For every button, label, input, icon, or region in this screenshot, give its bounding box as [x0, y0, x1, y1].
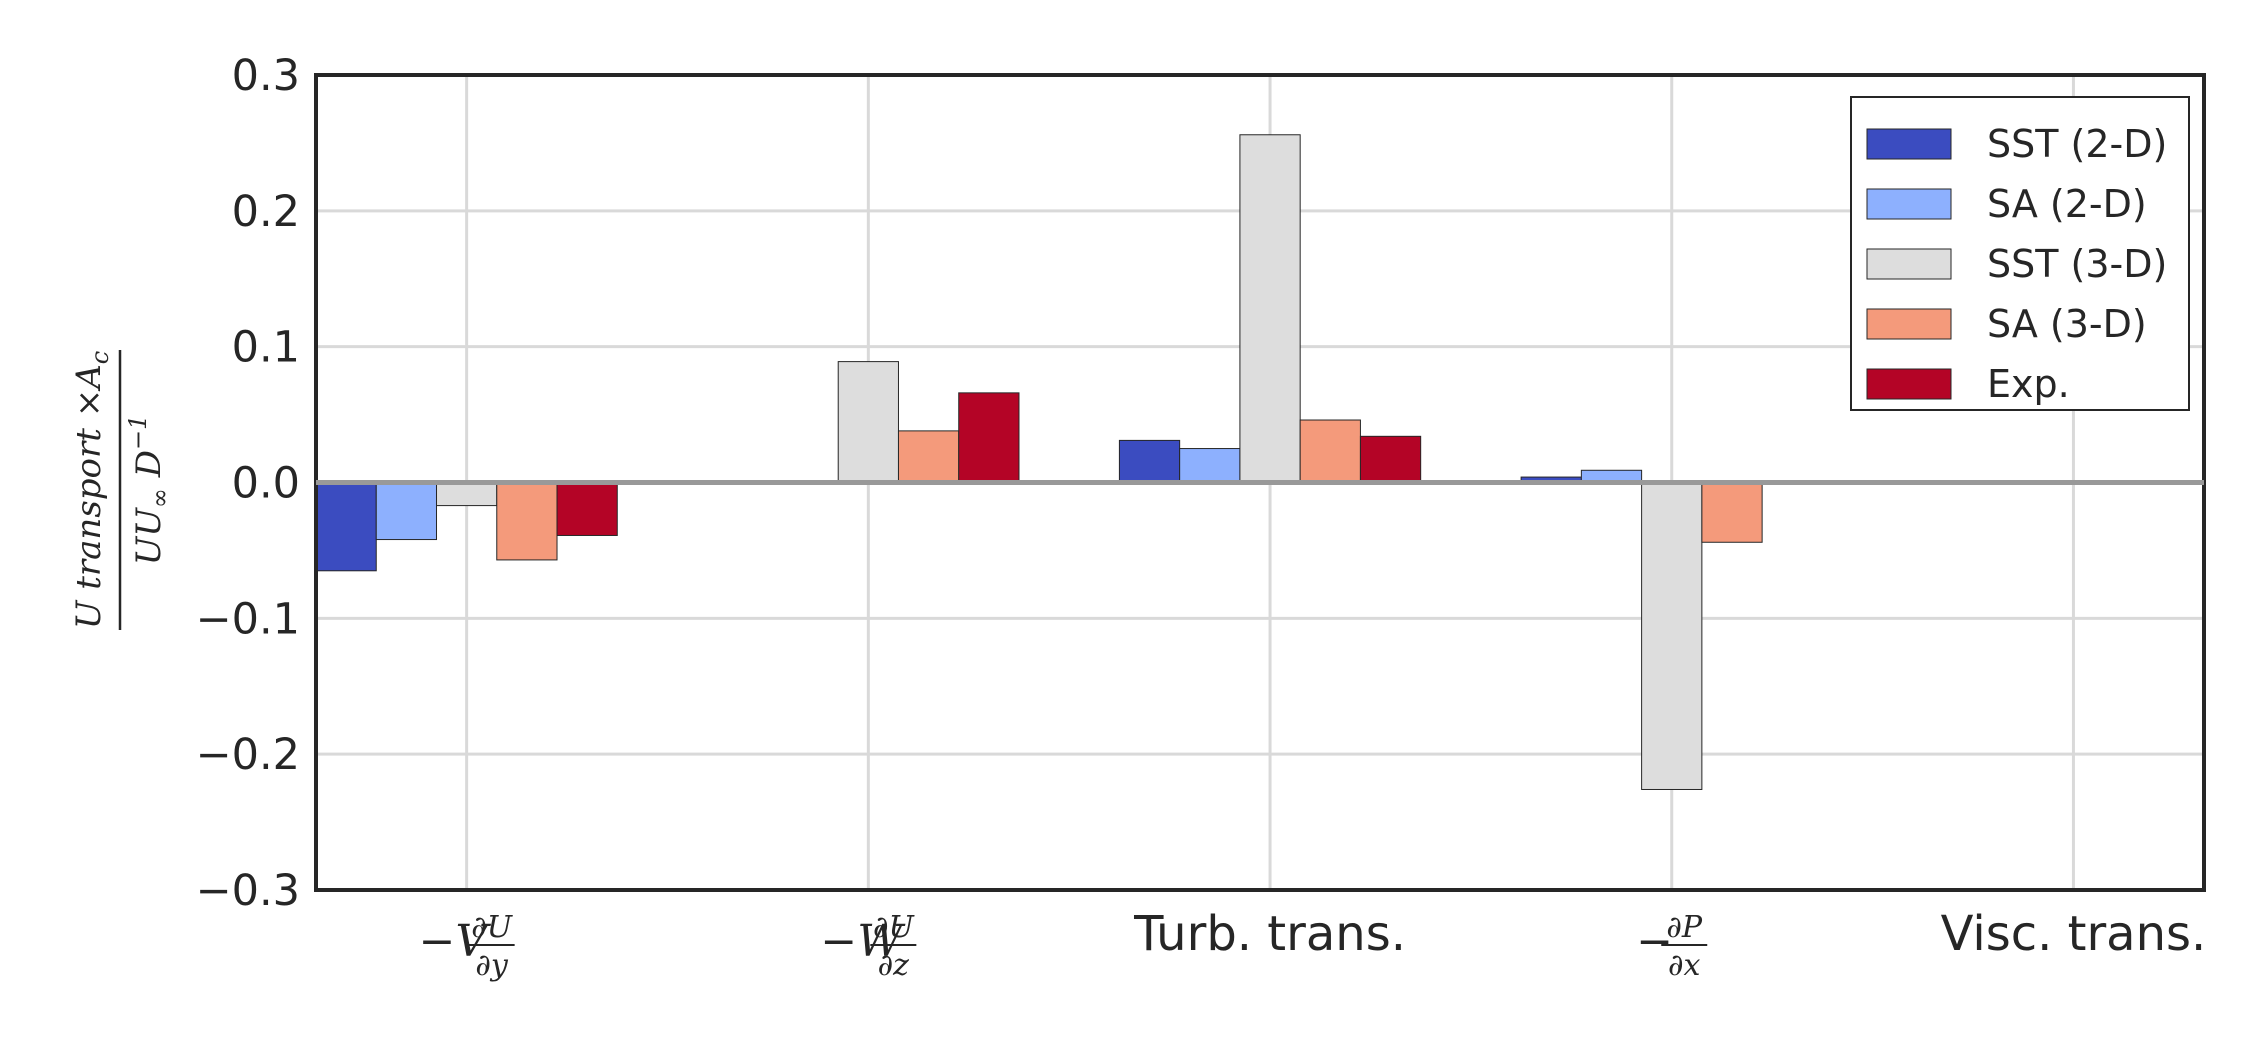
x-tick-label: Turb. trans. — [1133, 906, 1406, 962]
y-label-denominator-subscript: ∞ — [146, 488, 174, 508]
bar-exp-1 — [958, 392, 1020, 484]
legend-swatch — [1866, 128, 1952, 160]
y-label-denominator-superscript: −1 — [124, 415, 152, 450]
y-tick-label: 0.2 — [232, 187, 300, 237]
legend-label: SA (2-D) — [1987, 182, 2147, 226]
x-tick-label-denominator: ∂z — [878, 948, 910, 983]
bar-sa-2-d-0 — [375, 482, 438, 541]
y-label-denominator-tail: D — [129, 450, 169, 488]
bar-exp-2 — [1359, 435, 1422, 484]
bar-sst-3-d-2 — [1239, 134, 1301, 483]
x-tick-label-numerator: ∂U — [873, 910, 916, 945]
bar-sa-2-d-2 — [1179, 448, 1241, 483]
legend-swatch — [1866, 188, 1952, 220]
legend-label: SA (3-D) — [1987, 302, 2147, 346]
y-tick-label: −0.3 — [196, 866, 300, 916]
y-tick-label: −0.1 — [196, 594, 300, 644]
bar-sa-3-d-3 — [1701, 482, 1763, 543]
x-tick-label: −W∂U∂z — [820, 910, 917, 983]
legend-label: SST (2-D) — [1987, 122, 2167, 166]
y-tick-label: 0.1 — [232, 323, 300, 373]
bar-sst-3-d-3 — [1641, 482, 1703, 790]
x-tick-label-numerator: ∂U — [471, 910, 514, 945]
y-label-numerator-subscript: c — [86, 351, 114, 364]
legend-swatch — [1866, 248, 1952, 280]
x-tick-label-denominator: ∂x — [1668, 948, 1701, 983]
y-tick-labels: 0.3 0.2 0.1 0.0 −0.1 −0.2 −0.3 — [196, 51, 300, 916]
legend-label: SST (3-D) — [1987, 242, 2167, 286]
legend-swatch — [1866, 308, 1952, 340]
y-tick-label: 0.3 — [232, 51, 300, 101]
bar-sst-2-d-2 — [1118, 439, 1181, 483]
y-tick-label: 0.0 — [232, 459, 300, 509]
bar-sst-3-d-0 — [436, 482, 498, 507]
bar-exp-0 — [556, 482, 618, 536]
bar-sa-3-d-0 — [496, 482, 558, 561]
bars — [315, 134, 1763, 790]
y-label-denominator: UU∞ D−1 — [124, 415, 174, 566]
bar-sst-2-d-0 — [315, 482, 377, 572]
y-label-numerator: U transport ×Ac — [69, 351, 114, 629]
x-tick-label: −∂P∂x — [1636, 910, 1708, 983]
bar-sst-3-d-1 — [837, 361, 899, 484]
x-tick-label: −V∂U∂y — [419, 910, 515, 983]
x-tick-label: Visc. trans. — [1941, 906, 2207, 962]
x-tick-label-numerator: ∂P — [1666, 910, 1703, 945]
legend: SST (2-D) SA (2-D) SST (3-D) SA (3-D) Exp. — [1850, 96, 2190, 411]
bar-sa-3-d-1 — [897, 430, 960, 483]
x-tick-label-prefix: − — [1636, 916, 1673, 967]
legend-swatch — [1866, 368, 1952, 400]
x-tick-label-prefix: −V — [419, 916, 492, 967]
legend-label: Exp. — [1987, 362, 2070, 406]
x-tick-label-denominator: ∂y — [475, 948, 509, 983]
x-tick-label-prefix: −W — [820, 916, 906, 967]
y-tick-label: −0.2 — [196, 730, 300, 780]
bar-sa-3-d-2 — [1299, 419, 1361, 483]
